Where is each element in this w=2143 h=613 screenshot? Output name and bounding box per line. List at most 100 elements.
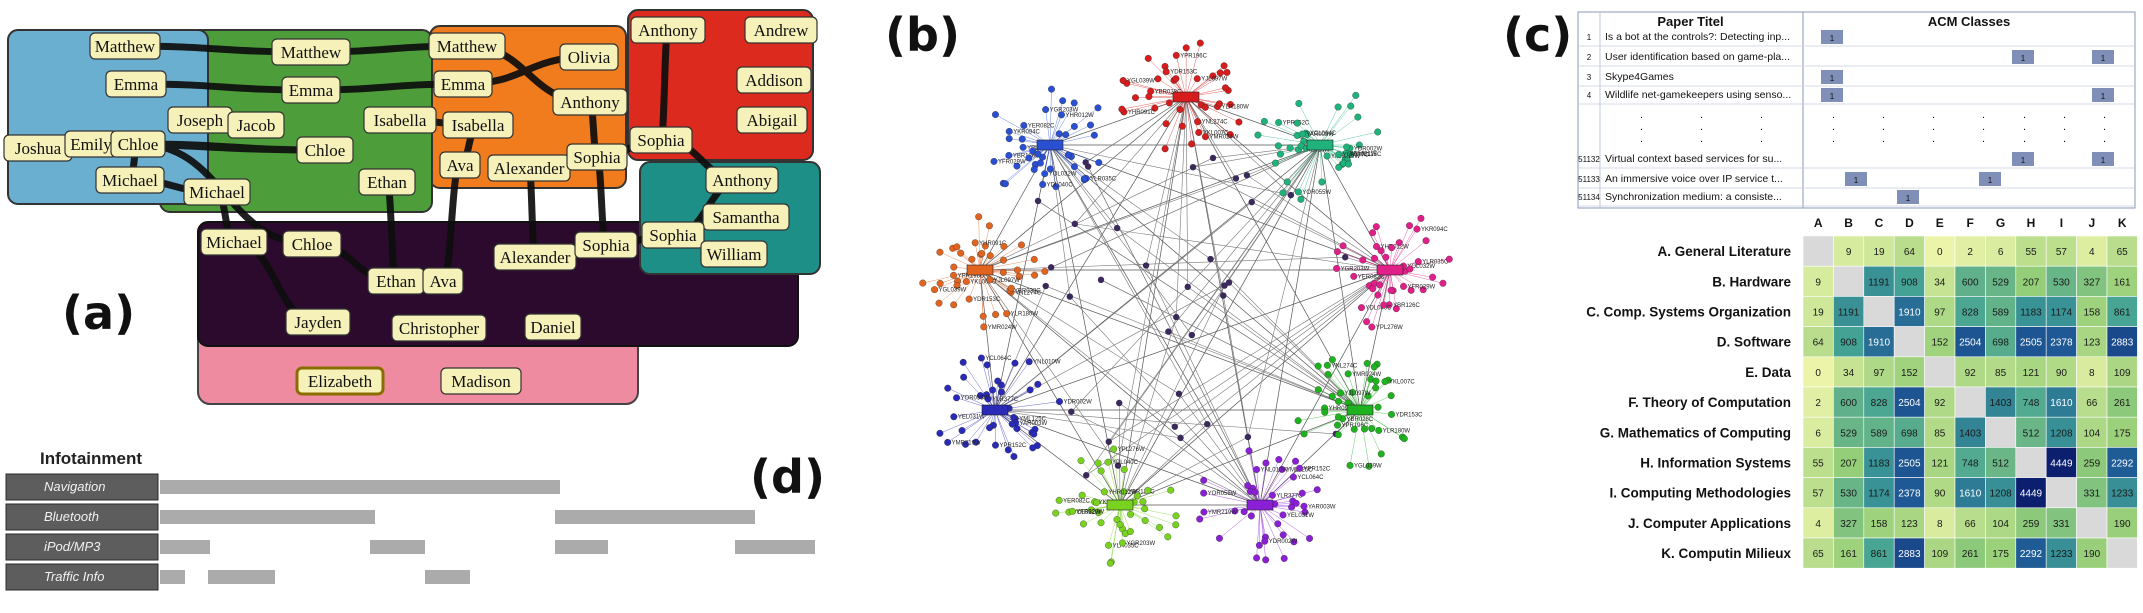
person-name: Madison: [451, 372, 511, 391]
timeline-row[interactable]: iPod/MP3: [5, 533, 815, 561]
network-node: [1295, 100, 1303, 107]
person-node[interactable]: Abigail: [736, 106, 808, 134]
person-node[interactable]: Chloe: [282, 230, 342, 258]
person-node[interactable]: Daniel: [524, 313, 582, 341]
node-label: YDL040C: [1047, 182, 1074, 188]
hub-node[interactable]: [981, 404, 1009, 416]
node-label: YNL274C: [1015, 290, 1042, 296]
network-edge: [1349, 409, 1361, 466]
network-node: [936, 279, 944, 287]
timeline-row[interactable]: Traffic Info: [5, 563, 470, 591]
network-node: [972, 438, 980, 446]
network-node: [1042, 106, 1050, 114]
network-edge: [1175, 96, 1187, 318]
person-node[interactable]: Ethan: [358, 168, 416, 196]
person-node[interactable]: Matthew: [271, 38, 351, 66]
network-node: [1193, 75, 1201, 83]
network-node: [1321, 408, 1329, 416]
network-node: [1392, 305, 1400, 313]
person-node[interactable]: Jayden: [285, 308, 351, 336]
network-node: [1070, 163, 1078, 171]
network-edge: [1319, 144, 1361, 411]
network-node: [1323, 361, 1331, 369]
person-node[interactable]: Alexander: [487, 154, 571, 182]
hub-node[interactable]: [1376, 264, 1404, 276]
timeline-row-label: iPod/MP3: [44, 539, 101, 554]
node-label: YPL276W: [1118, 447, 1145, 453]
network-node: [979, 312, 987, 320]
person-node[interactable]: Elizabeth: [295, 366, 385, 396]
hub-node[interactable]: [1346, 404, 1374, 416]
person-node[interactable]: Sophia: [629, 126, 693, 154]
network-node: [1407, 286, 1415, 294]
network-node: [1324, 370, 1332, 378]
network-node: [1004, 446, 1012, 454]
person-node[interactable]: Ethan: [367, 267, 425, 295]
timeline-row[interactable]: Navigation: [5, 473, 560, 501]
hub-node[interactable]: [1172, 91, 1200, 103]
person-node[interactable]: Anthony: [705, 166, 779, 194]
person-node[interactable]: Emily: [64, 130, 118, 158]
network-node: [1068, 408, 1075, 415]
node-label: YMR219W: [1331, 154, 1360, 160]
person-node[interactable]: Matthew: [428, 32, 506, 60]
person-node[interactable]: Madison: [440, 367, 522, 395]
person-node[interactable]: Emma: [281, 76, 341, 104]
person-node[interactable]: Andrew: [744, 16, 818, 44]
network-node: [1177, 434, 1184, 442]
hub-node[interactable]: [1036, 139, 1064, 151]
node-label: YKL007C: [1203, 130, 1229, 136]
network-node: [1052, 183, 1060, 191]
network-node: [1286, 144, 1294, 152]
network-node: [1082, 159, 1089, 166]
network-node: [1388, 410, 1395, 418]
network-edge: [1119, 402, 1261, 506]
person-node[interactable]: Anthony: [630, 16, 706, 44]
person-node[interactable]: Emma: [433, 70, 493, 98]
network-node: [1144, 54, 1152, 62]
network-node: [1346, 461, 1354, 469]
person-node[interactable]: Michael: [183, 178, 251, 206]
network-node: [1120, 466, 1128, 473]
person-node[interactable]: Chloe: [110, 130, 166, 158]
person-node[interactable]: William: [700, 240, 768, 268]
person-node[interactable]: Olivia: [559, 43, 619, 71]
network-edge: [994, 282, 1230, 411]
network-edge: [1256, 469, 1261, 506]
person-node[interactable]: Isabella: [363, 106, 437, 134]
node-label: YBR126C: [1393, 303, 1420, 309]
person-node[interactable]: Ava: [439, 151, 481, 179]
person-node[interactable]: Ava: [422, 267, 464, 295]
network-node: [1400, 282, 1407, 290]
person-node[interactable]: Sophia: [574, 231, 638, 259]
person-node[interactable]: Chloe: [296, 136, 354, 164]
person-node[interactable]: Sophia: [641, 221, 705, 249]
person-box: [105, 70, 167, 98]
person-name: Abigail: [747, 111, 798, 130]
person-node[interactable]: Matthew: [89, 32, 161, 60]
person-node[interactable]: Samantha: [702, 203, 790, 231]
person-node[interactable]: Michael: [200, 228, 268, 256]
person-node[interactable]: Isabella: [442, 111, 514, 139]
network-edge: [1049, 144, 1291, 196]
timeline-row[interactable]: Bluetooth: [5, 503, 755, 531]
person-node[interactable]: Michael: [95, 166, 165, 194]
person-node[interactable]: Christopher: [391, 314, 487, 342]
person-node[interactable]: Anthony: [552, 88, 628, 116]
person-box: [358, 168, 416, 196]
network-node: [983, 361, 991, 369]
network-node: [1171, 423, 1179, 430]
network-node: [953, 394, 960, 402]
network-edge: [1049, 144, 1193, 336]
person-node[interactable]: Sophia: [566, 143, 628, 171]
person-box: [89, 32, 161, 60]
node-label: YGL039W: [1127, 79, 1155, 85]
network-node: [931, 286, 938, 294]
hub-node[interactable]: [966, 264, 994, 276]
hub-node[interactable]: [1306, 139, 1334, 151]
person-node[interactable]: Alexander: [493, 243, 577, 271]
network-edge: [1185, 96, 1292, 196]
person-node[interactable]: Addison: [736, 66, 812, 94]
person-node[interactable]: Jacob: [227, 111, 285, 139]
person-node[interactable]: Emma: [105, 70, 167, 98]
